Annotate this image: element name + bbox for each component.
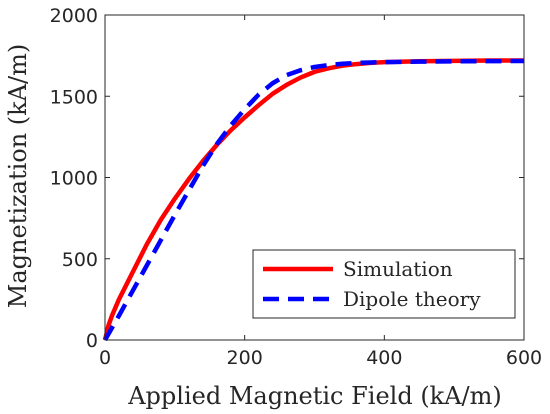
series-line-simulation xyxy=(102,58,524,341)
y-tick-label: 1000 xyxy=(50,168,98,190)
x-tick-label: 200 xyxy=(227,347,263,369)
y-tick-label: 1500 xyxy=(50,86,98,108)
legend-box xyxy=(252,249,516,319)
y-tick-label: 0 xyxy=(86,330,98,352)
y-tick-label: 2000 xyxy=(50,5,98,27)
series-line-dipole-theory xyxy=(103,58,525,342)
y-tick-label: 500 xyxy=(62,249,98,271)
x-axis-label: Applied Magnetic Field (kA/m) xyxy=(127,382,502,410)
legend-label-simulation: Simulation xyxy=(343,257,453,281)
legend: Simulation Dipole theory xyxy=(252,249,516,319)
y-axis-label: Magnetization (kA/m) xyxy=(4,44,32,308)
legend-label-dipole-theory: Dipole theory xyxy=(343,287,481,311)
x-tick-label: 0 xyxy=(99,347,111,369)
x-tick-label: 600 xyxy=(506,347,542,369)
x-tick-label: 400 xyxy=(366,347,402,369)
